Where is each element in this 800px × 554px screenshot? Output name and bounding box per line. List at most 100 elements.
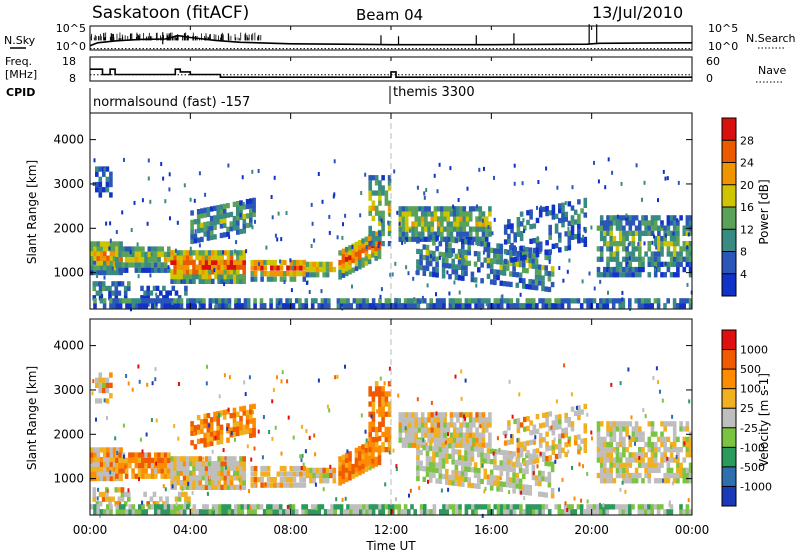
heatmap-cell: [207, 456, 212, 462]
heatmap-cell: [245, 409, 250, 416]
heatmap-cell: [653, 431, 658, 437]
heatmap-cell: [397, 303, 401, 309]
heatmap-cell: [483, 257, 488, 263]
heatmap-speckle: [263, 260, 266, 265]
heatmap-cell: [374, 386, 379, 392]
colorbar-tick-label: 16: [740, 201, 754, 214]
heatmap-cell: [218, 303, 222, 309]
heatmap-cell: [401, 417, 406, 423]
heatmap-speckle: [328, 214, 331, 219]
heatmap-cell: [558, 247, 562, 253]
heatmap-cell: [213, 411, 217, 417]
heatmap-cell: [131, 504, 136, 510]
heatmap-speckle: [300, 466, 303, 470]
heatmap-cell: [688, 241, 693, 247]
heatmap-cell: [480, 447, 484, 453]
heatmap-cell: [312, 266, 316, 273]
heatmap-cell: [229, 274, 234, 280]
heatmap-cell: [505, 476, 510, 483]
heatmap-cell: [250, 482, 255, 488]
heatmap-cell: [195, 250, 199, 256]
heatmap-cell: [141, 468, 145, 474]
heatmap-speckle: [626, 466, 629, 471]
heatmap-cell: [371, 447, 376, 453]
heatmap-cell: [679, 472, 683, 479]
heatmap-cell: [496, 303, 501, 309]
heatmap-cell: [338, 456, 342, 462]
heatmap-cell: [155, 295, 160, 301]
heatmap-speckle: [484, 423, 487, 428]
heatmap-cell: [387, 447, 392, 453]
heatmap-cell: [343, 303, 347, 309]
heatmap-cell: [115, 298, 120, 304]
heatmap-cell: [196, 237, 201, 243]
heatmap-cell: [239, 209, 243, 216]
heatmap-cell: [425, 250, 430, 256]
heatmap-cell: [464, 239, 468, 245]
heatmap-cell: [647, 220, 652, 226]
heatmap-cell: [433, 231, 438, 237]
heatmap-cell: [419, 439, 423, 445]
heatmap-cell: [232, 220, 237, 226]
heatmap-cell: [115, 457, 119, 463]
heatmap-cell: [550, 487, 555, 494]
heatmap-cell: [457, 470, 462, 476]
heatmap-cell: [367, 450, 372, 456]
heatmap-speckle: [254, 219, 256, 224]
heatmap-cell: [672, 220, 677, 226]
heatmap-cell: [507, 219, 511, 225]
heatmap-cell: [499, 470, 504, 477]
heatmap-cell: [440, 427, 444, 433]
heatmap-cell: [529, 454, 533, 460]
heatmap-cell: [650, 230, 655, 236]
heatmap-cell: [507, 425, 511, 431]
heatmap-cell: [440, 216, 444, 222]
heatmap-cell: [154, 452, 158, 458]
heatmap-speckle: [147, 302, 150, 307]
heatmap-cell: [456, 226, 460, 232]
heatmap-cell: [509, 466, 513, 473]
heatmap-cell: [138, 509, 142, 515]
heatmap-cell: [483, 452, 488, 459]
heatmap-cell: [550, 266, 555, 272]
heatmap-cell: [259, 303, 264, 309]
heatmap-cell: [596, 225, 601, 231]
heatmap-cell: [628, 272, 633, 278]
heatmap-cell: [150, 463, 155, 469]
heatmap-cell: [688, 298, 693, 304]
heatmap-cell: [428, 234, 433, 240]
heatmap-cell: [685, 261, 690, 267]
heatmap-cell: [653, 241, 658, 247]
heatmap-cell: [435, 261, 439, 268]
heatmap-cell: [436, 417, 441, 423]
heatmap-speckle: [364, 429, 367, 434]
heatmap-speckle: [341, 235, 344, 240]
heatmap-speckle: [150, 252, 153, 257]
heatmap-cell: [486, 247, 491, 253]
heatmap-cell: [644, 441, 648, 448]
heatmap-cell: [416, 475, 420, 482]
heatmap-cell: [489, 474, 494, 481]
heatmap-speckle: [464, 378, 467, 383]
heatmap-cell: [545, 446, 549, 452]
heatmap-cell: [163, 509, 168, 515]
heatmap-cell: [446, 206, 451, 212]
heatmap-cell: [377, 249, 382, 255]
heatmap-speckle: [389, 272, 392, 277]
heatmap-cell: [644, 472, 648, 479]
heatmap-cell: [484, 221, 489, 227]
heatmap-cell: [429, 509, 433, 515]
heatmap-cell: [472, 206, 476, 212]
heatmap-cell: [534, 274, 539, 280]
heatmap-cell: [109, 246, 114, 252]
heatmap-cell: [644, 467, 648, 473]
heatmap-cell: [541, 470, 545, 477]
heatmap-cell: [239, 259, 243, 265]
heatmap-cell: [470, 240, 475, 246]
heatmap-cell: [570, 229, 575, 236]
heatmap-cell: [404, 417, 409, 423]
heatmap-cell: [98, 192, 103, 198]
heatmap-cell: [606, 241, 610, 247]
heatmap-cell: [467, 482, 471, 488]
heatmap-cell: [239, 278, 243, 284]
